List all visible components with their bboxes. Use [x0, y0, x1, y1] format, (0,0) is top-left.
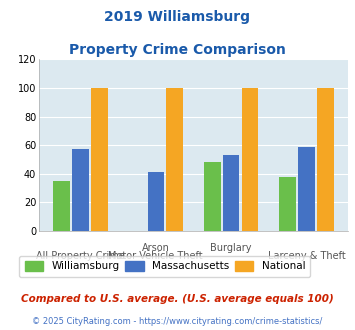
Text: Compared to U.S. average. (U.S. average equals 100): Compared to U.S. average. (U.S. average … — [21, 294, 334, 304]
Bar — [242, 88, 258, 231]
Bar — [298, 147, 315, 231]
Text: Property Crime Comparison: Property Crime Comparison — [69, 43, 286, 57]
Legend: Williamsburg, Massachusetts, National: Williamsburg, Massachusetts, National — [20, 256, 311, 277]
Text: Larceny & Theft: Larceny & Theft — [268, 251, 345, 261]
Text: © 2025 CityRating.com - https://www.cityrating.com/crime-statistics/: © 2025 CityRating.com - https://www.city… — [32, 317, 323, 326]
Bar — [72, 149, 89, 231]
Bar — [166, 88, 183, 231]
Text: Burglary: Burglary — [211, 243, 252, 252]
Bar — [148, 172, 164, 231]
Bar — [223, 155, 239, 231]
Text: 2019 Williamsburg: 2019 Williamsburg — [104, 10, 251, 24]
Text: Motor Vehicle Theft: Motor Vehicle Theft — [109, 251, 203, 261]
Bar — [317, 88, 334, 231]
Bar — [279, 177, 296, 231]
Bar — [91, 88, 108, 231]
Bar — [53, 181, 70, 231]
Bar — [204, 162, 220, 231]
Text: Arson: Arson — [142, 243, 170, 252]
Text: All Property Crime: All Property Crime — [36, 251, 125, 261]
